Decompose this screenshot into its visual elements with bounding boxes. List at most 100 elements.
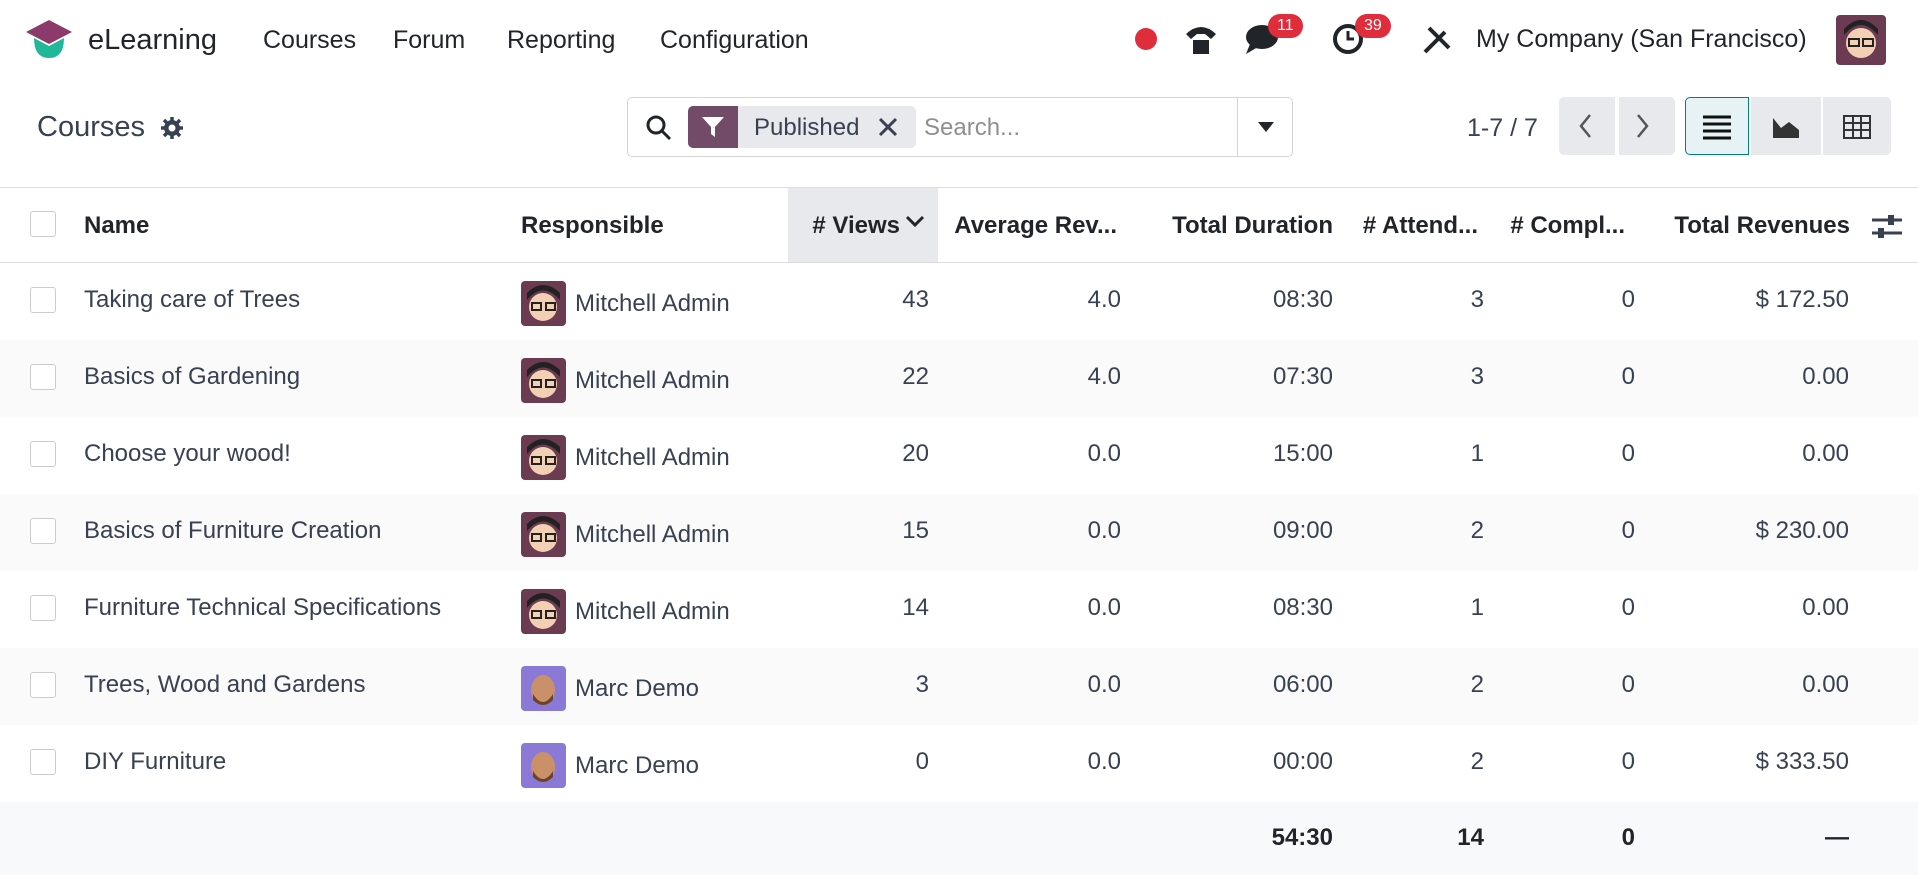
cell-value: 20	[902, 440, 929, 467]
activities-icon[interactable]	[1331, 22, 1365, 56]
cell-value: 06:00	[1272, 671, 1333, 698]
cell-value: $ 230.00	[1755, 517, 1849, 544]
cell-value: 0	[1621, 671, 1635, 698]
debug-icon[interactable]	[1421, 24, 1453, 56]
avatar	[521, 281, 566, 326]
table-row[interactable]	[0, 494, 1918, 572]
table-row[interactable]	[0, 571, 1918, 649]
course-name: Basics of Furniture Creation	[84, 517, 382, 544]
table-row[interactable]	[0, 340, 1918, 418]
search-box	[627, 97, 1293, 157]
responsible: Mitchell Admin	[575, 598, 730, 625]
row-checkbox[interactable]	[30, 595, 56, 621]
cell-value: 0.0	[1087, 671, 1121, 698]
course-name: Basics of Gardening	[84, 363, 301, 390]
column-header[interactable]: Responsible	[521, 212, 664, 239]
pager-arrows	[1579, 114, 1649, 138]
divider	[1237, 98, 1238, 156]
cell-value: 3	[1470, 363, 1484, 390]
row-checkbox[interactable]	[30, 364, 56, 390]
row-checkbox[interactable]	[30, 441, 56, 467]
app-logo	[26, 20, 72, 58]
facet-remove[interactable]	[877, 116, 899, 138]
sort-indicator	[905, 215, 925, 228]
cell-value: 43	[902, 286, 929, 313]
row-checkbox[interactable]	[30, 749, 56, 775]
phone-icon[interactable]	[1183, 22, 1219, 56]
cell-value: $ 172.50	[1755, 286, 1849, 313]
header-border	[0, 262, 1918, 263]
pager-prev[interactable]	[1559, 97, 1615, 155]
pivot-view-button[interactable]	[1823, 97, 1891, 155]
cell-value: 4.0	[1087, 363, 1121, 390]
row-checkbox[interactable]	[30, 672, 56, 698]
menu-item[interactable]: Forum	[393, 26, 466, 54]
column-header[interactable]: # Views	[812, 212, 900, 239]
cell-value: 15	[902, 517, 929, 544]
responsible: Mitchell Admin	[575, 290, 730, 317]
breadcrumb: Courses	[37, 111, 145, 143]
view-icons	[1703, 115, 1871, 140]
course-name: Choose your wood!	[84, 440, 291, 467]
cell-value: 14	[902, 594, 929, 621]
responsible: Marc Demo	[575, 752, 700, 779]
cell-value: 0.00	[1802, 671, 1849, 698]
cell-value: 0.00	[1802, 594, 1849, 621]
optional-columns-toggle[interactable]	[1872, 214, 1902, 240]
recording-dot[interactable]	[1135, 28, 1157, 50]
table-footer	[0, 802, 1918, 875]
table-row[interactable]	[0, 263, 1918, 341]
column-header[interactable]: # Compl...	[1510, 212, 1625, 239]
table-row[interactable]	[0, 417, 1918, 495]
avatar	[521, 358, 566, 403]
gear-icon[interactable]	[160, 116, 184, 140]
cell-value: 0.0	[1087, 594, 1121, 621]
column-header[interactable]: Total Duration	[1172, 212, 1333, 239]
app-name[interactable]: eLearning	[88, 24, 217, 56]
table-row[interactable]	[0, 648, 1918, 726]
cell-value: 07:30	[1272, 363, 1333, 390]
search-dropdown[interactable]	[1256, 120, 1276, 134]
cell-value: 4.0	[1087, 286, 1121, 313]
column-header[interactable]: # Attend...	[1362, 212, 1478, 239]
search-placeholder[interactable]: Search...	[924, 114, 1021, 141]
course-name: Furniture Technical Specifications	[84, 594, 442, 621]
row-checkbox[interactable]	[30, 518, 56, 544]
cell-value: $ 333.50	[1755, 748, 1849, 775]
cell-value: 00:00	[1272, 748, 1333, 775]
cell-value: 0	[1621, 517, 1635, 544]
cell-value: 08:30	[1272, 286, 1333, 313]
cell-value: 0.0	[1087, 748, 1121, 775]
search-icon[interactable]	[645, 114, 673, 142]
cell-value: 08:30	[1272, 594, 1333, 621]
table-top-border	[0, 187, 1918, 188]
column-header[interactable]: Name	[84, 212, 150, 239]
column-total: —	[1825, 824, 1849, 851]
column-total: 14	[1457, 824, 1484, 851]
cell-value: 0	[1621, 748, 1635, 775]
cell-value: 15:00	[1272, 440, 1333, 467]
responsible: Mitchell Admin	[575, 444, 730, 471]
company-name[interactable]: My Company (San Francisco)	[1476, 25, 1807, 53]
select-all-checkbox[interactable]	[30, 211, 56, 237]
responsible: Mitchell Admin	[575, 521, 730, 548]
menu-item[interactable]: Configuration	[660, 26, 809, 54]
menu-item[interactable]: Reporting	[507, 26, 616, 54]
messages-badge: 11	[1268, 14, 1303, 38]
course-name: Taking care of Trees	[84, 286, 301, 313]
cell-value: 0	[1621, 440, 1635, 467]
cell-value: 0.00	[1802, 440, 1849, 467]
cell-value: 0.00	[1802, 363, 1849, 390]
pager[interactable]: 1-7 / 7	[1467, 114, 1538, 142]
user-avatar[interactable]	[1836, 15, 1886, 65]
cell-value: 0.0	[1087, 517, 1121, 544]
cell-value: 2	[1470, 517, 1484, 544]
column-header[interactable]: Total Revenues	[1674, 212, 1850, 239]
column-total: 54:30	[1271, 824, 1333, 851]
menu-item[interactable]: Courses	[263, 26, 357, 54]
cell-value: 0.0	[1087, 440, 1121, 467]
row-checkbox[interactable]	[30, 287, 56, 313]
cell-value: 2	[1470, 748, 1484, 775]
column-header[interactable]: Average Rev...	[954, 212, 1117, 239]
list-view-button[interactable]	[1685, 97, 1749, 155]
